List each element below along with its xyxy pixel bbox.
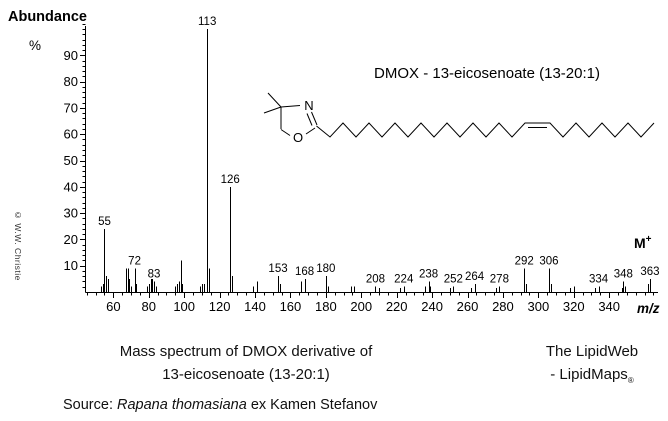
source-species: Rapana thomasiana	[117, 397, 247, 413]
peak-label-363: 363	[640, 266, 659, 278]
y-axis-unit: %	[29, 38, 41, 53]
oxygen-atom-label: O	[293, 130, 303, 145]
x-tick-label: 220	[386, 299, 408, 314]
c2-n-double-bond	[306, 111, 318, 126]
y-tick-label: 70	[64, 100, 78, 115]
x-tick-label: 200	[350, 299, 372, 314]
peak-label-180: 180	[316, 263, 335, 275]
peak-label-208: 208	[366, 274, 385, 286]
x-tick-label: 300	[527, 299, 549, 314]
y-tick-label: 50	[64, 153, 78, 168]
y-tick-label: 30	[64, 206, 78, 221]
nitrogen-atom-label: N	[304, 98, 313, 113]
source-line: Source: Rapana thomasiana ex Kamen Stefa…	[63, 397, 377, 413]
y-tick-label: 10	[64, 258, 78, 273]
x-tick-label: 320	[563, 299, 585, 314]
x-axis-label: m/z	[637, 301, 660, 316]
x-tick-label: 160	[280, 299, 302, 314]
peak-lines	[101, 29, 651, 292]
compound-title: DMOX - 13-eicosenoate (13-20:1)	[374, 65, 600, 82]
x-tick-label: 80	[142, 299, 156, 314]
site-brand-line1: The LipidWeb	[545, 343, 639, 360]
peak-label-238: 238	[419, 268, 438, 280]
chain-bonds	[316, 122, 655, 138]
y-tick-label: 20	[64, 232, 78, 247]
peak-label-83: 83	[148, 268, 161, 280]
source-suffix: ex Kamen Stefanov	[246, 397, 378, 413]
source-prefix: Source:	[63, 397, 117, 413]
x-tick-label: 100	[173, 299, 195, 314]
molecular-ion-label: M+	[634, 234, 652, 251]
peak-label-278: 278	[490, 274, 509, 286]
x-tick-label: 180	[315, 299, 337, 314]
x-tick-label: 240	[421, 299, 443, 314]
site-brand: The LipidWeb - LipidMaps®	[518, 340, 666, 392]
x-tick-label: 140	[244, 299, 266, 314]
figure-caption: Mass spectrum of DMOX derivative of 13-e…	[56, 340, 436, 386]
x-tick-label: 280	[492, 299, 514, 314]
copyright-watermark: © W.W. Christie	[13, 210, 23, 281]
figure-caption-line1: Mass spectrum of DMOX derivative of	[119, 343, 373, 360]
x-tick-label: 120	[209, 299, 231, 314]
peak-label-306: 306	[539, 255, 558, 267]
registered-mark: ®	[627, 376, 634, 385]
peak-labels: 55 72 83 113 126 153 168 180 208 224 238 252 264 278 2…	[98, 16, 659, 286]
y-axis-title: Abundance	[8, 9, 87, 25]
figure-caption-line2: 13-eicosenoate (13-20:1)	[162, 366, 330, 383]
y-tick-label: 80	[64, 74, 78, 89]
peak-label-168: 168	[295, 266, 314, 278]
mass-spectrum-chart: Abundance % 60 80 100 120 140 160 180 200 220 240…	[8, 9, 660, 316]
peak-label-292: 292	[515, 255, 534, 267]
peak-label-334: 334	[589, 274, 609, 286]
y-tick-label: 60	[64, 127, 78, 142]
peak-label-113: 113	[198, 16, 216, 28]
peak-label-264: 264	[465, 271, 485, 283]
y-tick-label: 90	[64, 48, 78, 63]
ring-bonds	[263, 92, 316, 136]
peak-label-55: 55	[98, 216, 111, 228]
y-tick-label: 40	[64, 179, 78, 194]
peak-label-252: 252	[444, 274, 463, 286]
peak-label-224: 224	[394, 274, 414, 286]
x-tick-label: 60	[106, 299, 120, 314]
peak-label-348: 348	[614, 268, 633, 280]
x-tick-label: 260	[457, 299, 479, 314]
axes: 60 80 100 120 140 160 180 200 220 240 260 280 300 320…	[64, 24, 658, 314]
site-brand-name: - LipidMaps	[550, 366, 628, 383]
molecular-structure-drawing: N O	[263, 92, 655, 145]
x-tick-label: 340	[598, 299, 620, 314]
peak-label-126: 126	[221, 174, 240, 186]
site-brand-line2: - LipidMaps®	[518, 363, 666, 392]
peak-label-72: 72	[128, 255, 141, 267]
peak-label-153: 153	[268, 263, 287, 275]
